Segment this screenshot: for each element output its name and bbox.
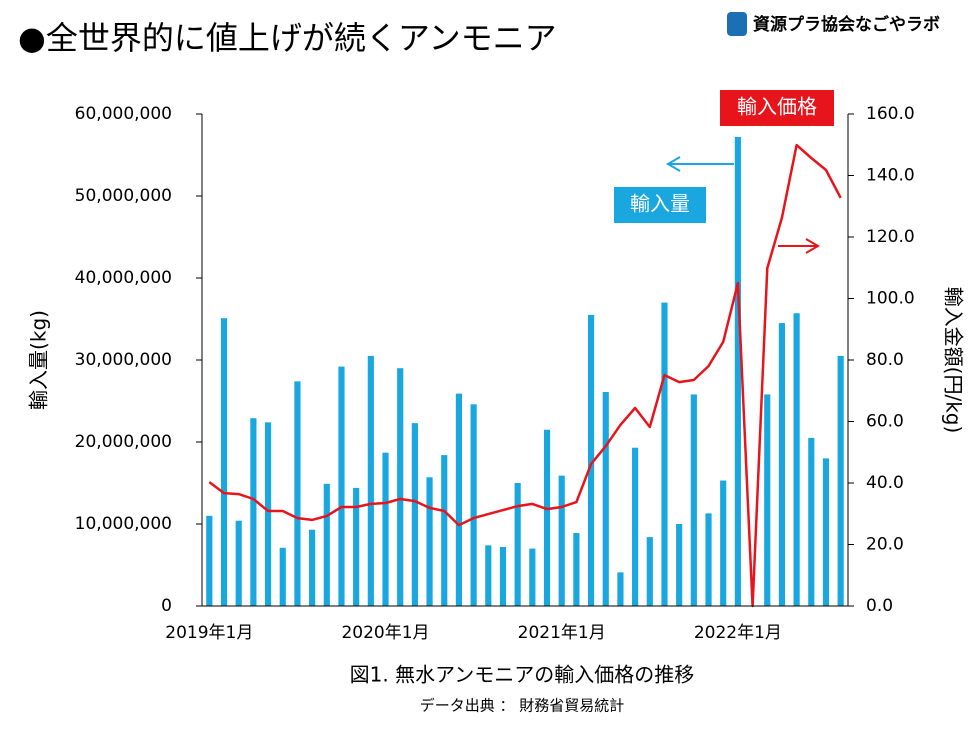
y2-tick-label: 120.0	[866, 227, 915, 247]
bar	[558, 475, 565, 606]
logo: 資源プラ協会なごやラボ	[727, 12, 940, 36]
y2-tick-label: 20.0	[866, 535, 904, 555]
annotation-text: 輸入量	[630, 192, 690, 216]
bar	[294, 381, 301, 606]
annotation-box	[614, 187, 706, 223]
bar	[543, 429, 551, 606]
bar	[426, 477, 433, 606]
bar	[646, 537, 653, 606]
y-tick-label: 20,000,000	[75, 432, 172, 452]
annotation-price: 輸入価格	[720, 90, 834, 254]
annotation-text: 輸入価格	[737, 95, 817, 119]
bar	[382, 452, 389, 606]
x-tick-label: 2022年1月	[694, 623, 782, 643]
y-tick-label: 0	[161, 596, 172, 616]
bar	[632, 447, 639, 606]
line	[208, 143, 842, 608]
bar	[617, 572, 624, 606]
logo-icon	[727, 12, 747, 36]
x-tick-label: 2021年1月	[518, 623, 606, 643]
annotation-volume: 輸入量	[614, 156, 734, 223]
bar	[353, 487, 360, 606]
y2-tick-label: 0.0	[866, 596, 893, 616]
bar	[822, 458, 830, 606]
bar	[323, 483, 330, 606]
bar	[220, 318, 228, 606]
bar	[499, 546, 507, 606]
bar	[676, 524, 683, 606]
y2-tick-label: 60.0	[866, 412, 904, 432]
bar	[602, 391, 609, 606]
bar	[837, 355, 844, 606]
chart-title: ●全世界的に値上げが続くアンモニア	[18, 19, 557, 57]
bar	[206, 515, 213, 606]
y-tick-label: 40,000,000	[75, 268, 172, 288]
bar	[264, 422, 272, 606]
bar	[573, 533, 580, 606]
bar	[661, 302, 668, 606]
bar	[397, 368, 404, 606]
bar	[734, 136, 741, 606]
bar	[309, 529, 316, 606]
y2-tick-label: 80.0	[866, 350, 904, 370]
annotation-box	[720, 90, 834, 126]
bar	[808, 437, 815, 606]
y-tick-label: 10,000,000	[75, 514, 172, 534]
source: データ出典 ： 財務省貿易統計	[420, 697, 625, 715]
bar	[690, 394, 697, 606]
bar	[514, 483, 521, 606]
arrow-head	[666, 156, 681, 172]
logo-text: 資源プラ協会なごやラボ	[753, 14, 940, 35]
caption: 図1. 無水アンモニアの輸入価格の推移	[350, 663, 695, 687]
y2-tick-label: 160.0	[866, 104, 915, 124]
bar	[587, 314, 595, 606]
bar	[367, 355, 374, 606]
y-tick-label: 50,000,000	[75, 186, 172, 206]
bar	[720, 480, 727, 606]
bar	[455, 393, 463, 606]
bar	[250, 418, 257, 606]
bar	[338, 366, 345, 606]
arrow-head	[805, 238, 820, 254]
y-tick-label: 30,000,000	[75, 350, 172, 370]
y2-axis-label: 輸入金額(円/kg)	[942, 287, 966, 434]
bar	[778, 323, 786, 606]
y2-tick-label: 100.0	[866, 289, 915, 309]
y-axis-label: 輸入量(kg)	[27, 310, 51, 410]
x-tick-label: 2020年1月	[341, 623, 429, 643]
y2-tick-label: 140.0	[866, 166, 915, 186]
bar	[411, 423, 418, 606]
bar	[764, 394, 771, 606]
y2-tick-label: 40.0	[866, 473, 904, 493]
bar	[793, 313, 800, 606]
bar	[470, 404, 477, 606]
bar	[705, 513, 712, 606]
y-tick-label: 60,000,000	[75, 104, 172, 124]
bar	[279, 547, 286, 606]
bar	[441, 455, 448, 606]
bar	[485, 545, 492, 606]
bar	[235, 520, 242, 606]
bar	[529, 548, 536, 606]
x-tick-label: 2019年1月	[165, 623, 253, 643]
